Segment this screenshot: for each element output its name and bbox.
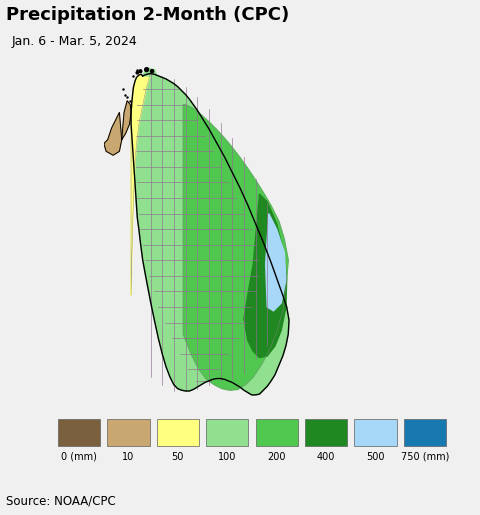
Polygon shape [131,74,289,395]
Polygon shape [183,105,288,390]
Circle shape [139,70,142,73]
Text: 500: 500 [366,452,385,461]
Polygon shape [143,68,158,79]
FancyBboxPatch shape [108,419,150,445]
Text: Jan. 6 - Mar. 5, 2024: Jan. 6 - Mar. 5, 2024 [12,35,138,47]
Polygon shape [104,112,122,155]
Circle shape [136,72,138,74]
Polygon shape [265,214,286,311]
Polygon shape [244,194,287,357]
FancyBboxPatch shape [305,419,348,445]
Text: Source: NOAA/CPC: Source: NOAA/CPC [6,494,116,507]
Text: 50: 50 [172,452,184,461]
FancyBboxPatch shape [206,419,249,445]
FancyBboxPatch shape [404,419,446,445]
Text: 400: 400 [317,452,336,461]
Text: 100: 100 [218,452,237,461]
Text: 200: 200 [267,452,286,461]
Circle shape [144,67,149,72]
Text: 750 (mm): 750 (mm) [401,452,449,461]
Polygon shape [131,74,151,295]
FancyBboxPatch shape [58,419,100,445]
Text: 0 (mm): 0 (mm) [61,452,97,461]
Circle shape [151,70,154,73]
FancyBboxPatch shape [156,419,199,445]
Text: 10: 10 [122,452,134,461]
FancyBboxPatch shape [354,419,396,445]
Polygon shape [122,101,131,140]
Text: Precipitation 2-Month (CPC): Precipitation 2-Month (CPC) [6,7,289,25]
FancyBboxPatch shape [255,419,298,445]
